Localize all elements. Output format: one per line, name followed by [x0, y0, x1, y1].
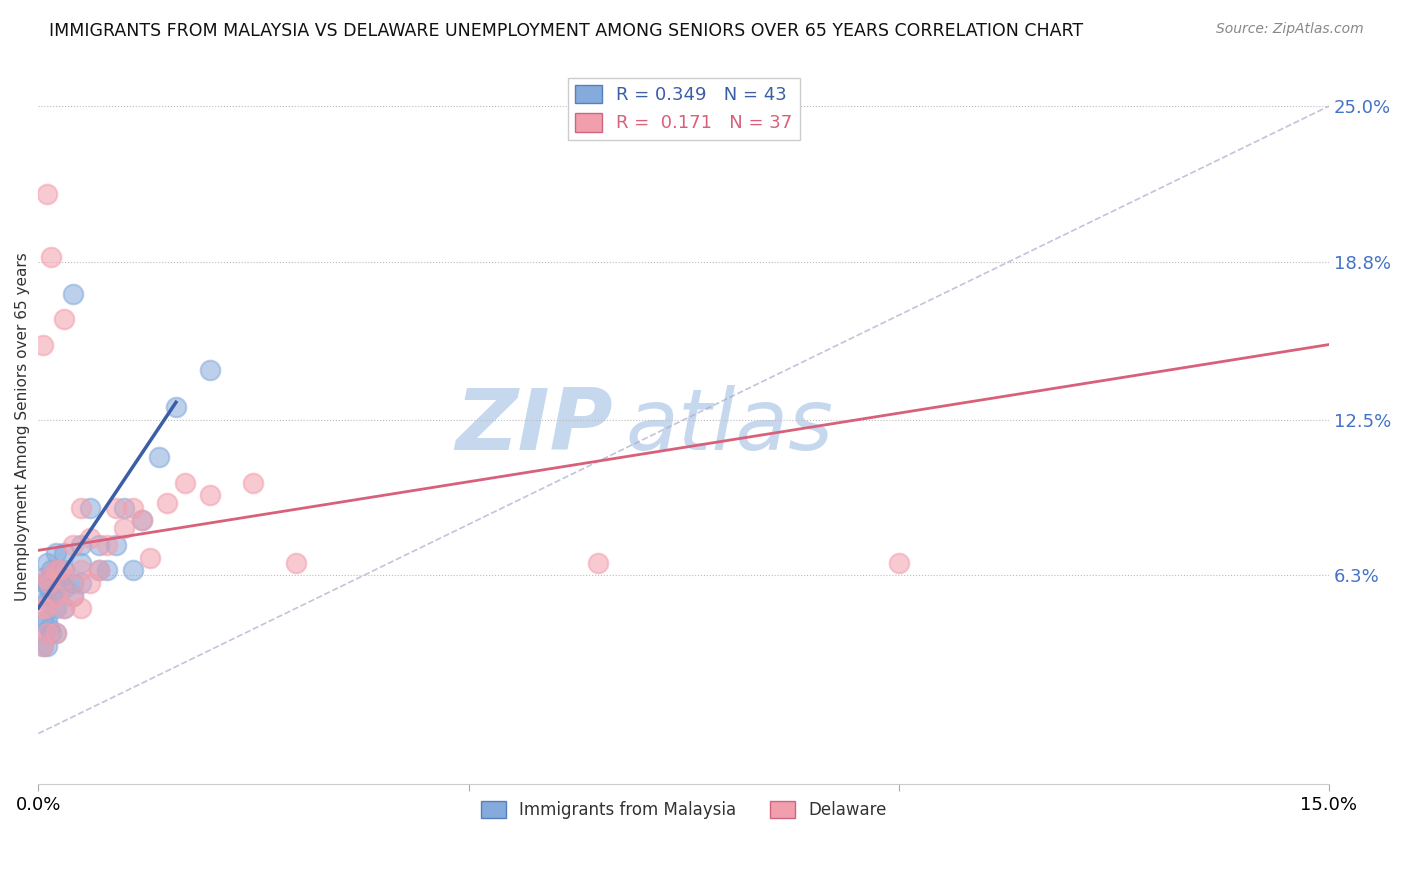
Point [38, 576, 60, 591]
Point [242, 475, 264, 490]
Point [70, 556, 93, 570]
Point [31, 571, 53, 585]
Point [104, 538, 127, 552]
Point [586, 556, 609, 570]
Point [38, 581, 60, 595]
Point [31, 601, 53, 615]
Point [79, 531, 101, 545]
Point [35, 186, 58, 201]
Point [62, 589, 84, 603]
Point [53, 546, 76, 560]
Point [34, 626, 56, 640]
Point [31, 639, 53, 653]
Point [96, 563, 118, 577]
Point [35, 556, 58, 570]
Point [148, 450, 170, 465]
Point [112, 500, 135, 515]
Point [35, 576, 58, 591]
Point [87, 563, 110, 577]
Point [53, 581, 76, 595]
Point [39, 589, 62, 603]
Point [285, 556, 308, 570]
Point [35, 614, 58, 628]
Point [87, 538, 110, 552]
Point [200, 362, 222, 376]
Point [45, 563, 67, 577]
Point [45, 589, 67, 603]
Point [45, 546, 67, 560]
Point [39, 563, 62, 577]
Point [45, 626, 67, 640]
Point [35, 639, 58, 653]
Point [70, 576, 93, 591]
Point [70, 538, 93, 552]
Point [62, 287, 84, 301]
Point [112, 521, 135, 535]
Point [79, 500, 101, 515]
Point [70, 601, 93, 615]
Point [70, 563, 93, 577]
Point [34, 601, 56, 615]
Point [39, 626, 62, 640]
Point [45, 626, 67, 640]
Point [87, 563, 110, 577]
Point [156, 496, 179, 510]
Point [53, 571, 76, 585]
Point [53, 563, 76, 577]
Point [96, 538, 118, 552]
Point [35, 593, 58, 607]
Y-axis label: Unemployment Among Seniors over 65 years: Unemployment Among Seniors over 65 years [15, 252, 30, 600]
Point [53, 601, 76, 615]
Point [104, 500, 127, 515]
Point [70, 500, 93, 515]
Point [49, 576, 72, 591]
Point [173, 475, 195, 490]
Point [31, 589, 53, 603]
Text: atlas: atlas [626, 384, 834, 467]
Legend: Immigrants from Malaysia, Delaware: Immigrants from Malaysia, Delaware [474, 794, 893, 825]
Point [45, 581, 67, 595]
Point [122, 500, 145, 515]
Point [31, 639, 53, 653]
Point [79, 576, 101, 591]
Point [35, 571, 58, 585]
Point [62, 589, 84, 603]
Text: IMMIGRANTS FROM MALAYSIA VS DELAWARE UNEMPLOYMENT AMONG SENIORS OVER 65 YEARS CO: IMMIGRANTS FROM MALAYSIA VS DELAWARE UNE… [49, 22, 1084, 40]
Point [45, 601, 67, 615]
Text: Source: ZipAtlas.com: Source: ZipAtlas.com [1216, 22, 1364, 37]
Point [139, 550, 162, 565]
Text: ZIP: ZIP [456, 384, 613, 467]
Point [200, 488, 222, 502]
Point [62, 576, 84, 591]
Point [49, 563, 72, 577]
Point [131, 513, 153, 527]
Point [62, 538, 84, 552]
Point [887, 556, 910, 570]
Point [38, 621, 60, 635]
Point [165, 401, 187, 415]
Point [34, 576, 56, 591]
Point [53, 601, 76, 615]
Point [31, 337, 53, 351]
Point [39, 250, 62, 264]
Point [35, 626, 58, 640]
Point [45, 563, 67, 577]
Point [122, 563, 145, 577]
Point [53, 312, 76, 326]
Point [31, 614, 53, 628]
Point [131, 513, 153, 527]
